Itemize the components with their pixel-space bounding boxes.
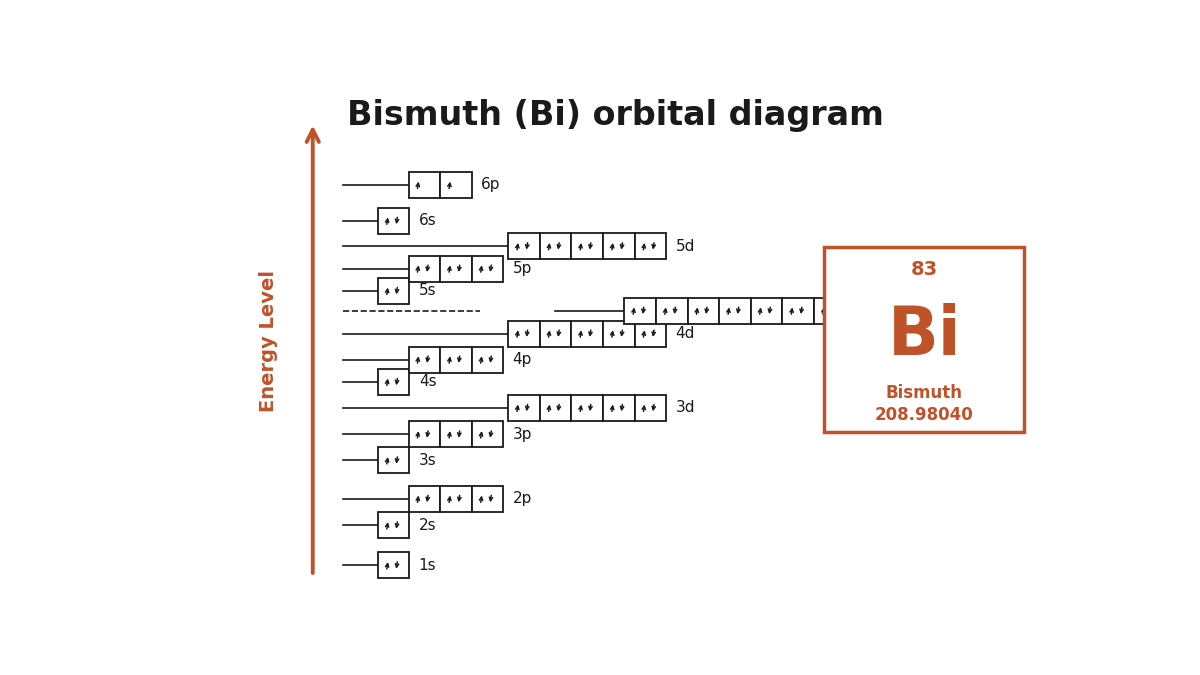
Text: Energy Level: Energy Level bbox=[259, 270, 277, 412]
Bar bbox=[719, 298, 751, 324]
Bar bbox=[408, 346, 440, 373]
Text: Bismuth: Bismuth bbox=[886, 384, 962, 402]
Text: 208.98040: 208.98040 bbox=[875, 406, 973, 424]
Bar bbox=[472, 256, 504, 281]
Bar bbox=[602, 234, 635, 259]
Text: Bismuth (Bi) orbital diagram: Bismuth (Bi) orbital diagram bbox=[347, 99, 883, 132]
Bar bbox=[378, 448, 409, 473]
Text: 2p: 2p bbox=[512, 491, 532, 506]
Bar bbox=[378, 278, 409, 304]
Bar bbox=[472, 421, 504, 448]
Text: 3s: 3s bbox=[419, 453, 437, 468]
Text: 83: 83 bbox=[911, 261, 937, 279]
Bar bbox=[635, 234, 666, 259]
Bar bbox=[571, 395, 602, 421]
Bar bbox=[440, 346, 472, 373]
Text: 5d: 5d bbox=[676, 239, 695, 254]
Bar bbox=[814, 298, 846, 324]
Text: 4d: 4d bbox=[676, 326, 695, 341]
Text: 5p: 5p bbox=[512, 261, 532, 276]
Text: 3d: 3d bbox=[676, 400, 695, 415]
Bar bbox=[571, 234, 602, 259]
Bar bbox=[688, 298, 719, 324]
Bar bbox=[824, 247, 1025, 432]
Text: 5s: 5s bbox=[419, 284, 437, 298]
Bar bbox=[540, 395, 571, 421]
Bar bbox=[378, 208, 409, 234]
Bar bbox=[378, 552, 409, 578]
Bar bbox=[656, 298, 688, 324]
Bar bbox=[751, 298, 782, 324]
Text: 4s: 4s bbox=[419, 375, 437, 389]
Bar bbox=[846, 298, 877, 324]
Bar bbox=[540, 321, 571, 346]
Bar bbox=[408, 486, 440, 512]
Text: 2s: 2s bbox=[419, 518, 437, 533]
Bar bbox=[571, 321, 602, 346]
Bar bbox=[378, 369, 409, 395]
Bar bbox=[635, 395, 666, 421]
Text: 4f: 4f bbox=[887, 303, 901, 318]
Bar bbox=[602, 395, 635, 421]
Text: Bi: Bi bbox=[888, 303, 961, 369]
Bar bbox=[472, 346, 504, 373]
Bar bbox=[408, 421, 440, 448]
Bar bbox=[440, 486, 472, 512]
Bar bbox=[508, 395, 540, 421]
Bar bbox=[508, 321, 540, 346]
Bar bbox=[378, 512, 409, 539]
Bar bbox=[624, 298, 656, 324]
Bar bbox=[408, 172, 440, 198]
Bar bbox=[540, 234, 571, 259]
Text: 3p: 3p bbox=[512, 427, 533, 442]
Bar bbox=[440, 421, 472, 448]
Text: 6s: 6s bbox=[419, 213, 437, 228]
Bar bbox=[440, 256, 472, 281]
Bar bbox=[782, 298, 814, 324]
Bar bbox=[602, 321, 635, 346]
Bar bbox=[508, 234, 540, 259]
Bar bbox=[408, 256, 440, 281]
Text: 6p: 6p bbox=[481, 178, 500, 192]
Bar bbox=[440, 172, 472, 198]
Text: 1s: 1s bbox=[419, 558, 437, 573]
Bar bbox=[472, 486, 504, 512]
Bar bbox=[635, 321, 666, 346]
Text: 4p: 4p bbox=[512, 352, 532, 367]
